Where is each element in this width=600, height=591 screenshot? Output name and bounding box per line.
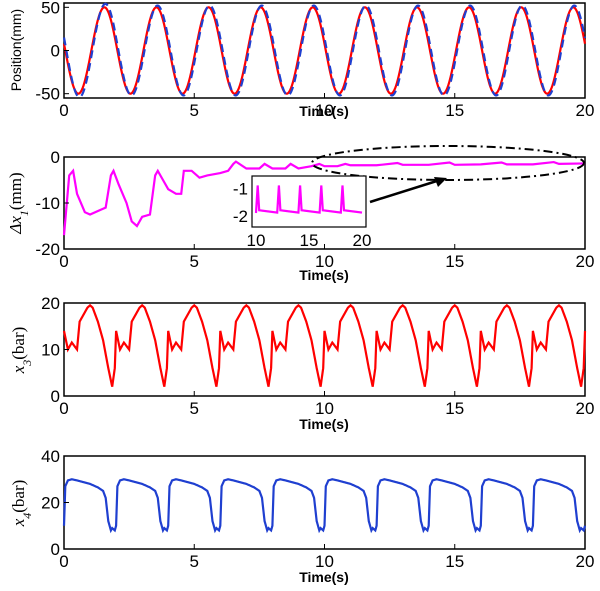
zoom-inset-ticks: 10 15 20 -1 -2 [233,179,372,250]
x3-y-axis-label: x3(bar) [9,327,34,375]
tracking-error-y-label-main: Δx [6,216,25,235]
x4-series-layer [62,478,587,534]
zoom-arrow-head [434,177,447,187]
x3-x-axis-label: Time(s) [299,416,349,432]
zoom-inset-x-tick-label: 10 [247,231,266,250]
position-x-axis-label: Time(s) [299,103,349,119]
tracking-error-x-tick-label: 5 [190,252,199,271]
position-y-ticks: 50 0 -50 [35,0,69,104]
x4-y-tick-label: 20 [41,494,60,513]
position-series-actual [62,2,587,99]
position-x-tick-label: 0 [59,101,68,120]
x3-y-label-main: x [9,365,28,374]
zoom-arrow-line [369,178,441,204]
x4-x-tick-label: 0 [59,552,68,571]
x3-x-tick-label: 0 [59,399,68,418]
x3-y-label-unit: (bar) [9,327,28,360]
tracking-error-y-axis-label: Δx1(mm) [6,172,31,234]
tracking-error-x-tick-label: 15 [445,252,464,271]
position-panel: 0 5 10 15 20 500-50 Time(s) Position(mm) [8,0,594,120]
x3-x-tick-label: 15 [445,399,464,418]
zoom-inset: 10 15 20 -1 -2 [233,175,372,250]
tracking-error-y-tick-label: -20 [35,240,60,259]
position-x-ticks: 0 5 10 15 20 [59,93,594,120]
position-x-tick-label: 5 [190,101,199,120]
tracking-error-panel: 0 5 10 15 20 0 -10 -20 Time(s) Δx1(mm) 10 15 20 -… [6,145,594,283]
x4-panel: 0 5 10 15 20 40 20 0 Time(s) x4(bar) [9,447,594,585]
x4-y-label-unit: (bar) [9,480,28,513]
tracking-error-series-error [62,160,586,236]
zoom-inset-x-tick-label: 20 [353,231,372,250]
x3-x-tick-label: 20 [576,399,595,418]
x3-x-tick-label: 5 [190,399,199,418]
x3-series-x3 [62,303,587,387]
x3-y-label-sub: 3 [20,360,34,367]
x4-x-tick-label: 15 [445,552,464,571]
tracking-error-x-tick-label: 0 [59,252,68,271]
tracking-error-x-tick-label: 20 [576,252,595,271]
tracking-error-y-tick-label: -10 [35,194,60,213]
x4-x-axis-label: Time(s) [299,569,349,585]
x4-y-tick-label: 40 [41,447,60,466]
x3-y-tick-label: 20 [41,294,60,313]
tracking-error-y-label-sub: 1 [17,210,31,216]
position-series-reference [62,6,587,95]
zoom-inset-y-tick-label: -1 [233,179,248,198]
tracking-error-x-tick-label: 10 [315,252,334,271]
x4-x-ticks: 0 5 10 15 20 [59,544,594,571]
x4-series-x4 [62,478,587,534]
x4-y-label-sub: 4 [20,513,34,519]
x3-series-layer [62,303,587,387]
position-plot-frame [63,2,586,99]
tracking-error-x-ticks: 0 5 10 15 20 [59,244,594,271]
position-y-axis-label: Position(mm) [8,9,24,91]
x4-y-axis-label: x4(bar) [9,480,34,528]
tracking-error-y-ticks: 0 -10 -20 [35,148,69,259]
position-x-tick-label: 10 [315,101,334,120]
x4-x-tick-label: 20 [576,552,595,571]
x4-y-tick-label: 0 [51,540,60,559]
zoom-inset-series [254,185,363,214]
x4-x-tick-label: 10 [315,552,334,571]
zoom-inset-series-layer [254,185,363,214]
x4-x-tick-label: 5 [190,552,199,571]
zoom-inset-x-tick-label: 15 [300,231,319,250]
tracking-error-series-layer [62,160,586,236]
x3-x-tick-label: 10 [315,399,334,418]
position-y-tick-label: 50 [41,0,60,17]
zoom-highlight-ellipse [311,145,585,181]
x4-y-ticks: 40 20 0 [41,447,69,559]
position-series-layer [62,2,587,99]
tracking-error-y-label-unit: (mm) [6,172,25,210]
zoom-inset-y-tick-label: -2 [233,207,248,226]
x3-panel: 0 5 10 15 20 20 10 0 Time(s) x3(bar) [9,294,594,432]
x3-y-tick-label: 0 [51,387,60,406]
position-y-tick-label: 0 [51,42,60,61]
x3-y-tick-label: 10 [41,341,60,360]
x3-x-ticks: 0 5 10 15 20 [59,391,594,418]
position-y-tick-label: -50 [35,85,60,104]
x3-y-ticks: 20 10 0 [41,294,69,406]
position-x-tick-label: 20 [576,101,595,120]
position-x-tick-label: 15 [445,101,464,120]
x4-y-label-main: x [9,518,28,527]
tracking-error-x-axis-label: Time(s) [299,267,349,283]
zoom-inset-frame [251,175,367,228]
tracking-error-y-tick-label: 0 [51,148,60,167]
